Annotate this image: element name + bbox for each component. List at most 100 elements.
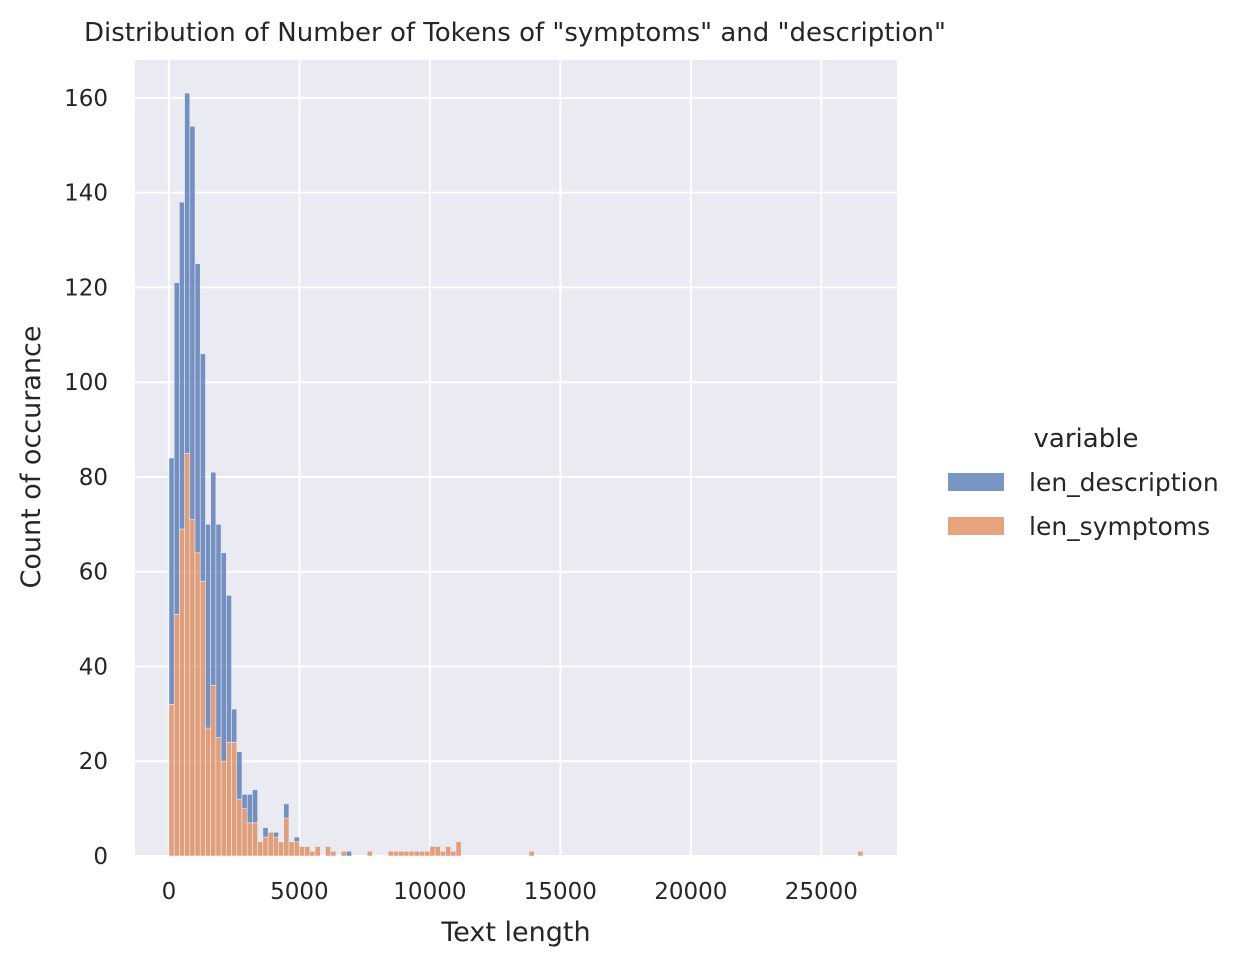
bar-len-symptoms (450, 850, 457, 857)
y-tick-label: 0 (93, 844, 108, 870)
x-tick-label: 20000 (654, 879, 727, 905)
bar-len-symptoms (314, 846, 321, 857)
legend-label-len-symptoms: len_symptoms (1029, 512, 1210, 541)
bar-len-symptoms (304, 846, 311, 857)
bar-len-symptoms (246, 822, 253, 857)
bar-len-description (189, 126, 196, 520)
bar-len-symptoms (309, 850, 316, 857)
bar-len-symptoms (215, 737, 222, 857)
bar-len-description (226, 595, 232, 743)
y-tick-label: 140 (64, 181, 108, 207)
bar-len-symptoms (194, 552, 201, 857)
y-tick-label: 60 (79, 560, 108, 586)
bar-len-symptoms (226, 741, 232, 857)
bar-len-symptoms (424, 850, 431, 857)
bar-len-symptoms (210, 685, 217, 857)
bar-len-symptoms (283, 817, 290, 857)
bar-len-symptoms (403, 850, 410, 857)
bar-len-symptoms (440, 850, 446, 857)
bar-len-description (252, 789, 258, 824)
legend-swatch-len-description (948, 473, 1004, 491)
legend: variable len_description len_symptoms (948, 424, 1219, 541)
bar-len-symptoms (199, 580, 206, 857)
bar-len-description (173, 282, 180, 615)
legend-label-len-description: len_description (1029, 468, 1219, 497)
bar-len-symptoms (419, 850, 425, 857)
chart-title: Distribution of Number of Tokens of "sym… (84, 18, 946, 48)
bar-len-symptoms (189, 519, 196, 857)
bar-len-symptoms (241, 808, 248, 857)
bar-len-description (236, 751, 243, 800)
y-axis-label: Count of occurance (16, 326, 47, 589)
bar-len-symptoms (429, 846, 436, 857)
bar-len-description (179, 201, 185, 530)
bar-len-symptoms (236, 798, 243, 857)
legend-title: variable (1034, 424, 1139, 454)
bar-len-description (231, 708, 238, 743)
y-tick-label: 80 (79, 465, 108, 491)
x-tick-label: 15000 (524, 879, 597, 905)
bar-len-symptoms (413, 850, 420, 857)
y-tick-label: 160 (64, 86, 108, 112)
bar-len-description (262, 827, 269, 838)
bar-len-symptoms (325, 846, 332, 857)
x-axis-label: Text length (440, 917, 590, 948)
bar-len-description (273, 832, 279, 838)
y-tick-label: 100 (64, 370, 108, 396)
bar-len-symptoms (393, 850, 399, 857)
bar-len-symptoms (205, 727, 211, 857)
y-tick-label: 120 (64, 275, 108, 301)
bar-len-symptoms (278, 841, 285, 857)
bar-len-description (246, 794, 253, 824)
bar-len-description (215, 524, 222, 738)
x-axis-ticks: 0 5000 10000 15000 20000 25000 (162, 879, 858, 905)
bar-len-symptoms (455, 841, 462, 857)
bar-len-symptoms (293, 841, 300, 857)
grid-lines (135, 60, 897, 857)
bar-len-description (346, 850, 352, 857)
bar-len-description (210, 471, 217, 686)
bar-len-symptoms (252, 822, 258, 857)
y-axis-ticks: 0 20 40 60 80 100 120 140 160 (64, 86, 108, 870)
bar-len-description (168, 457, 175, 705)
bar-len-symptoms (434, 846, 441, 857)
bar-len-symptoms (288, 841, 295, 857)
bar-len-symptoms (340, 850, 347, 857)
bar-len-symptoms (262, 836, 269, 857)
bar-len-description (194, 263, 201, 554)
x-tick-label: 0 (162, 879, 177, 905)
bar-len-symptoms (445, 846, 452, 857)
bar-len-symptoms (173, 614, 180, 857)
x-tick-label: 10000 (393, 879, 466, 905)
y-tick-label: 40 (79, 654, 108, 680)
bar-len-symptoms (231, 741, 238, 857)
bar-len-symptoms (168, 704, 175, 857)
bar-len-description (205, 524, 211, 729)
bar-len-description (283, 803, 290, 819)
bar-len-symptoms (273, 836, 279, 857)
y-tick-label: 20 (79, 749, 108, 775)
x-tick-label: 25000 (785, 879, 858, 905)
bar-len-symptoms (528, 850, 535, 857)
bar-len-description (241, 794, 248, 809)
bar-len-symptoms (366, 850, 373, 857)
bar-len-description (199, 353, 206, 582)
bar-len-symptoms (398, 850, 405, 857)
bar-len-symptoms (408, 850, 415, 857)
bars (168, 92, 864, 857)
plot-area (135, 60, 897, 856)
bar-len-description (293, 836, 300, 843)
bar-len-symptoms (220, 760, 227, 857)
bar-len-symptoms (184, 452, 191, 857)
bar-len-symptoms (299, 846, 305, 857)
bar-len-description (184, 92, 191, 454)
bar-len-symptoms (267, 832, 274, 857)
bar-len-symptoms (857, 850, 864, 857)
legend-swatch-len-symptoms (948, 517, 1004, 535)
bar-len-symptoms (387, 850, 394, 857)
bar-len-symptoms (179, 528, 185, 857)
bar-len-symptoms (330, 850, 337, 857)
bar-len-description (220, 552, 227, 762)
bar-len-symptoms (257, 841, 264, 857)
